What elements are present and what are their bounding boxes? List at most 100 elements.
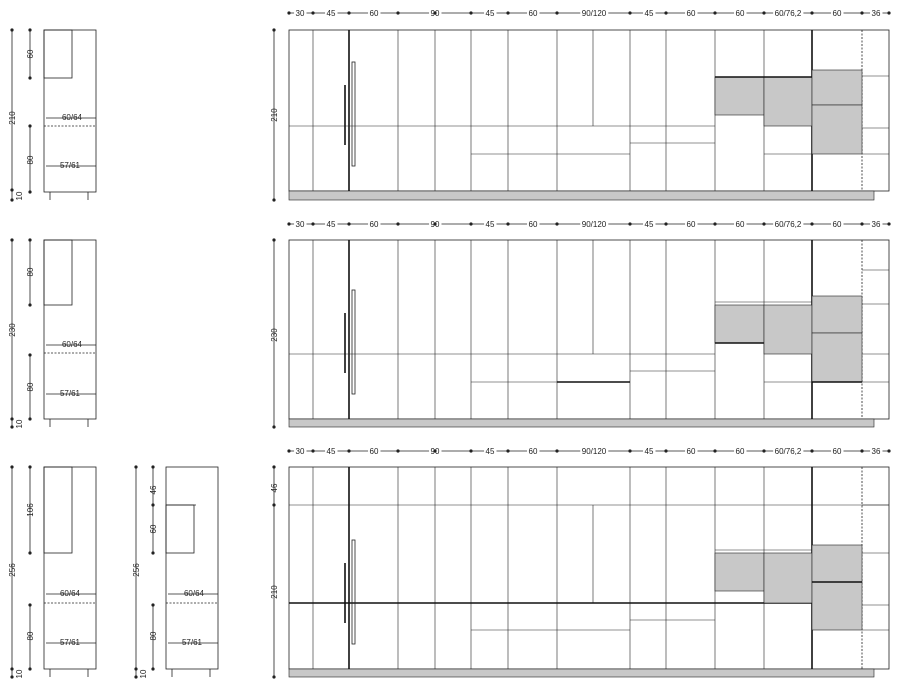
dimension-tick	[713, 222, 717, 226]
width-60-76: 60/76,2	[775, 447, 802, 456]
width-60e: 60	[833, 220, 842, 229]
dim-elevation-height: 210	[270, 108, 279, 122]
dimension-tick	[664, 222, 668, 226]
elevation-row3: 46 210 30 45 60 90 45 60 90/120 45 60 60…	[270, 447, 891, 679]
label-backing	[484, 447, 497, 456]
width-60d: 60	[736, 220, 745, 229]
dim-depth-bottom: 57/61	[182, 638, 203, 647]
label-backing	[325, 9, 338, 18]
width-60c: 60	[687, 447, 696, 456]
dim-plinth: 10	[15, 419, 24, 428]
dimension-tick	[433, 11, 437, 15]
width-dimension-row: 30 45 60 90 45 60 90/120 45 60 60 60/76,…	[287, 447, 891, 456]
label-backing	[580, 9, 609, 18]
dim-bottom: 80	[26, 155, 35, 164]
label-backing	[734, 447, 747, 456]
dimension-tick	[713, 449, 717, 453]
width-60: 60	[370, 9, 379, 18]
dimension-tick	[555, 11, 559, 15]
dimension-tick	[860, 449, 864, 453]
dimension-tick	[347, 222, 351, 226]
label-backing	[773, 9, 804, 18]
label-backing	[484, 220, 497, 229]
dimension-tick	[628, 449, 632, 453]
dimension-tick	[762, 222, 766, 226]
dimension-tick	[506, 222, 510, 226]
dimension-tick	[810, 11, 814, 15]
dimension-tick	[506, 449, 510, 453]
width-45: 45	[327, 9, 336, 18]
width-60d: 60	[736, 9, 745, 18]
dimension-tick	[628, 11, 632, 15]
width-dimension-row: 30 45 60 90 45 60 90/120 45 60 60 60/76,…	[287, 220, 891, 229]
label-backing	[294, 9, 307, 18]
dim-depth-top: 60/64	[184, 589, 205, 598]
width-30: 30	[296, 447, 305, 456]
label-backing	[368, 447, 381, 456]
dim-elevation-top: 46	[270, 483, 279, 492]
dimension-tick	[810, 449, 814, 453]
width-36: 36	[872, 447, 881, 456]
width-60d: 60	[736, 447, 745, 456]
width-dimension-row: 30 45 60 90 45 60 90/120 45 60 60 60/76,…	[287, 9, 891, 18]
width-45c: 45	[645, 447, 654, 456]
dim-top: 106	[26, 503, 35, 517]
width-45: 45	[327, 220, 336, 229]
dim-plinth: 10	[139, 669, 148, 678]
dimension-tick	[347, 449, 351, 453]
label-backing	[870, 447, 883, 456]
dim-top: 60	[26, 49, 35, 58]
dim-total: 210	[8, 111, 17, 125]
dimension-tick	[860, 222, 864, 226]
width-60c: 60	[687, 9, 696, 18]
label-backing	[831, 220, 844, 229]
width-45b: 45	[486, 220, 495, 229]
width-30: 30	[296, 9, 305, 18]
width-60: 60	[370, 447, 379, 456]
dimension-tick	[469, 449, 473, 453]
dimension-tick	[555, 449, 559, 453]
label-backing	[527, 447, 540, 456]
label-backing	[870, 9, 883, 18]
dimension-tick	[433, 222, 437, 226]
dim-elevation-height: 230	[270, 328, 279, 342]
label-backing	[580, 447, 609, 456]
dim-top: 80	[26, 267, 35, 276]
width-36: 36	[872, 9, 881, 18]
label-backing	[685, 447, 698, 456]
label-backing	[734, 220, 747, 229]
label-backing	[831, 447, 844, 456]
elevation-row2: 230 30 45 60 90 45 60 90/120 45 60 60 60…	[270, 220, 891, 429]
side-view-row1: 210 10 60 80 60/64 57/61	[8, 28, 97, 202]
dim-plinth: 10	[15, 191, 24, 200]
dimension-tick	[311, 222, 315, 226]
dimension-tick	[469, 222, 473, 226]
width-45c: 45	[645, 9, 654, 18]
dimension-tick	[628, 222, 632, 226]
width-45: 45	[327, 447, 336, 456]
dim-depth-bottom: 57/61	[60, 389, 81, 398]
dimension-tick	[810, 222, 814, 226]
label-backing	[527, 9, 540, 18]
dim-depth-bottom: 57/61	[60, 161, 81, 170]
dimension-tick	[396, 449, 400, 453]
label-backing	[368, 9, 381, 18]
width-60b: 60	[529, 9, 538, 18]
label-backing	[685, 9, 698, 18]
dimension-tick	[887, 222, 891, 226]
dimension-tick	[287, 11, 291, 15]
dim-depth-top: 60/64	[62, 113, 83, 122]
label-backing	[643, 220, 656, 229]
dim-bottom: 80	[26, 631, 35, 640]
width-90-120: 90/120	[582, 220, 607, 229]
dimension-tick	[664, 449, 668, 453]
side-view-row3-b: 256 10 46 60 80 60/64 57/61	[132, 465, 219, 679]
dimension-tick	[887, 11, 891, 15]
width-60-76: 60/76,2	[775, 220, 802, 229]
dim-depth-bottom: 57/61	[60, 638, 81, 647]
side-view-row2: 230 10 80 80 60/64 57/61	[8, 238, 97, 429]
width-60b: 60	[529, 220, 538, 229]
dim-total: 256	[8, 563, 17, 577]
label-backing	[734, 9, 747, 18]
dimension-tick	[311, 11, 315, 15]
